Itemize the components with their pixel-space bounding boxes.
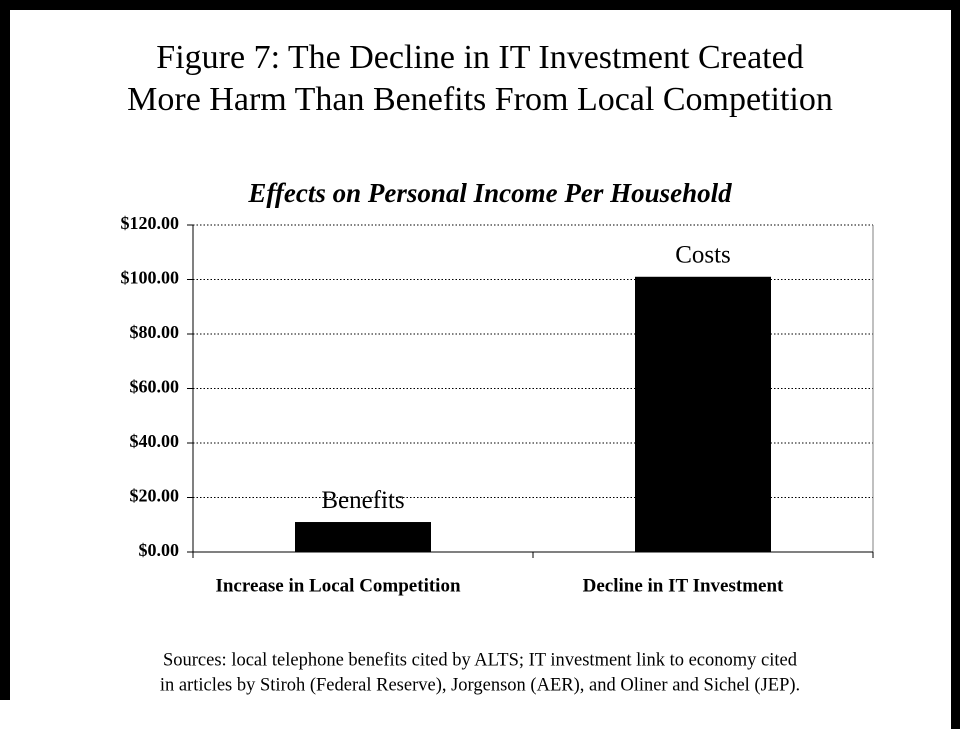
chart-title: More Harm Than Benefits From Local Compe… — [127, 81, 833, 118]
y-tick-label: $0.00 — [139, 540, 180, 560]
y-tick-label: $60.00 — [130, 377, 180, 397]
y-tick-label: $120.00 — [121, 213, 180, 233]
source-note: in articles by Stiroh (Federal Reserve),… — [160, 675, 800, 695]
x-tick-label: Decline in IT Investment — [583, 575, 784, 596]
bar-annotation: Costs — [675, 242, 731, 269]
y-tick-label: $80.00 — [130, 322, 180, 342]
chart-title: Figure 7: The Decline in IT Investment C… — [156, 39, 803, 76]
y-tick-label: $40.00 — [130, 431, 180, 451]
frame-right — [951, 0, 960, 729]
bar-annotation: Benefits — [321, 487, 404, 514]
chart-subtitle: Effects on Personal Income Per Household — [247, 178, 732, 208]
bar — [635, 276, 771, 552]
x-tick-label: Increase in Local Competition — [215, 575, 460, 596]
bar — [295, 522, 431, 552]
source-note: Sources: local telephone benefits cited … — [163, 650, 798, 670]
frame-top — [0, 0, 960, 10]
y-tick-label: $100.00 — [121, 268, 180, 288]
frame-left — [0, 0, 10, 700]
y-tick-label: $20.00 — [130, 486, 180, 506]
